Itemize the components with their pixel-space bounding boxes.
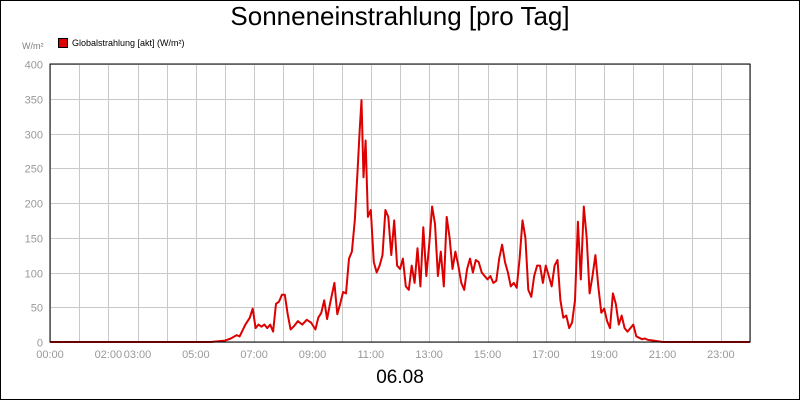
- x-tick-label: 03:00: [124, 349, 152, 361]
- series-line-0: [50, 99, 750, 343]
- x-tick-label: 15:00: [474, 349, 502, 361]
- x-tick-label: 19:00: [590, 349, 618, 361]
- y-tick-label: 150: [25, 234, 43, 246]
- chart-grid: [50, 64, 751, 343]
- chart-title: Sonneneinstrahlung [pro Tag]: [230, 1, 570, 31]
- x-tick-label: 11:00: [357, 349, 384, 361]
- chart-series: [50, 99, 750, 343]
- y-tick-label: 0: [37, 338, 43, 350]
- y-tick-label: 250: [25, 164, 43, 176]
- y-tick-label: 100: [25, 269, 43, 281]
- x-tick-label: 00:00: [36, 349, 64, 361]
- y-tick-label: 400: [25, 60, 43, 72]
- x-tick-label: 23:00: [707, 349, 735, 361]
- legend: Globalstrahlung [akt] (W/m²): [58, 38, 185, 48]
- y-axis-ticks: 0 50 100 150 200 250 300 350 400: [25, 60, 43, 350]
- x-tick-label: 05:00: [182, 349, 210, 361]
- legend-swatch: [58, 38, 68, 48]
- y-axis-unit-label: W/m²: [22, 41, 44, 51]
- date-label: 06.08: [376, 367, 424, 388]
- y-tick-label: 300: [25, 130, 43, 142]
- x-tick-label: 09:00: [299, 349, 327, 361]
- y-tick-label: 50: [31, 303, 43, 315]
- x-axis-ticks: 00:00 02:00 03:00 05:00 07:00 09:00 11:00 13:00…: [36, 349, 734, 361]
- x-tick-label: 21:00: [649, 349, 677, 361]
- y-tick-label: 200: [25, 199, 43, 211]
- plot-area-border: [49, 63, 751, 343]
- x-tick-label: 13:00: [415, 349, 443, 361]
- x-tick-label: 07:00: [240, 349, 268, 361]
- y-tick-label: 350: [25, 95, 43, 107]
- x-tick-label: 02:00: [95, 349, 123, 361]
- legend-label: Globalstrahlung [akt] (W/m²): [72, 38, 185, 48]
- x-tick-label: 17:00: [532, 349, 560, 361]
